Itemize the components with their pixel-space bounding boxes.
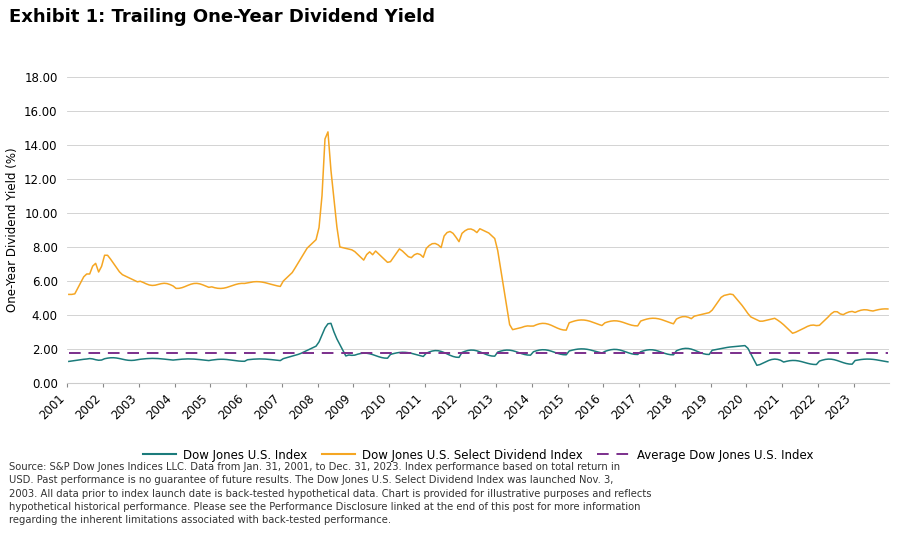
Legend: Dow Jones U.S. Index, Dow Jones U.S. Select Dividend Index, Average Dow Jones U.: Dow Jones U.S. Index, Dow Jones U.S. Sel… — [138, 444, 818, 467]
Text: Source: S&P Dow Jones Indices LLC. Data from Jan. 31, 2001, to Dec. 31, 2023. In: Source: S&P Dow Jones Indices LLC. Data … — [9, 462, 651, 525]
Y-axis label: One-Year Dividend Yield (%): One-Year Dividend Yield (%) — [5, 148, 19, 312]
Text: Exhibit 1: Trailing One-Year Dividend Yield: Exhibit 1: Trailing One-Year Dividend Yi… — [9, 8, 435, 26]
